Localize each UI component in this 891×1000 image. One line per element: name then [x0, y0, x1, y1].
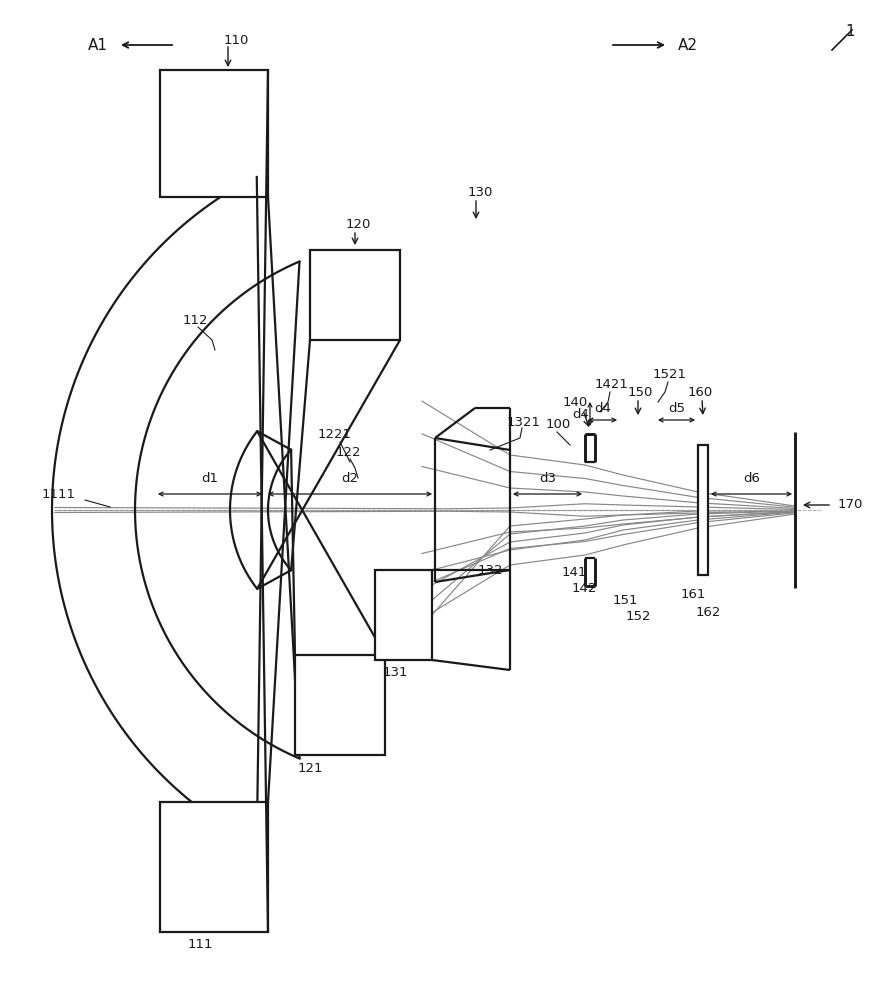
Text: d1: d1: [201, 473, 218, 486]
Text: 132: 132: [478, 564, 503, 576]
Text: 1: 1: [846, 24, 854, 39]
Text: 122: 122: [335, 446, 361, 458]
Text: 141: 141: [561, 566, 586, 578]
Text: 110: 110: [224, 33, 249, 46]
Text: d4: d4: [594, 401, 611, 414]
Bar: [160, 802, 268, 932]
Text: d6: d6: [743, 473, 760, 486]
Text: 1111: 1111: [42, 488, 76, 500]
Bar: [295, 655, 385, 755]
Bar: [698, 445, 708, 575]
Text: d2: d2: [341, 473, 358, 486]
Text: 150: 150: [627, 385, 653, 398]
Bar: [310, 250, 400, 340]
Text: 100: 100: [545, 418, 570, 432]
Text: A1: A1: [88, 37, 108, 52]
Text: 170: 170: [838, 498, 863, 512]
Text: 142: 142: [571, 582, 597, 594]
Text: 1321: 1321: [507, 416, 541, 428]
Text: d3: d3: [539, 473, 556, 486]
Text: 1221: 1221: [318, 428, 352, 442]
Bar: [160, 70, 268, 197]
Bar: [375, 570, 432, 660]
Text: 131: 131: [382, 666, 408, 678]
Text: 130: 130: [467, 186, 493, 198]
Text: A2: A2: [678, 37, 698, 52]
Text: 140: 140: [562, 395, 588, 408]
Text: d5: d5: [668, 401, 685, 414]
Text: 121: 121: [298, 762, 323, 774]
Text: 160: 160: [687, 385, 713, 398]
Text: 111: 111: [187, 938, 213, 952]
Text: 162: 162: [695, 605, 721, 618]
Text: 152: 152: [625, 610, 650, 624]
Text: d4: d4: [572, 408, 589, 420]
Text: 161: 161: [681, 588, 706, 601]
Text: 151: 151: [612, 593, 638, 606]
Text: 120: 120: [346, 219, 371, 232]
Text: 1521: 1521: [653, 368, 687, 381]
Text: 1421: 1421: [595, 378, 629, 391]
Text: 112: 112: [183, 314, 208, 326]
